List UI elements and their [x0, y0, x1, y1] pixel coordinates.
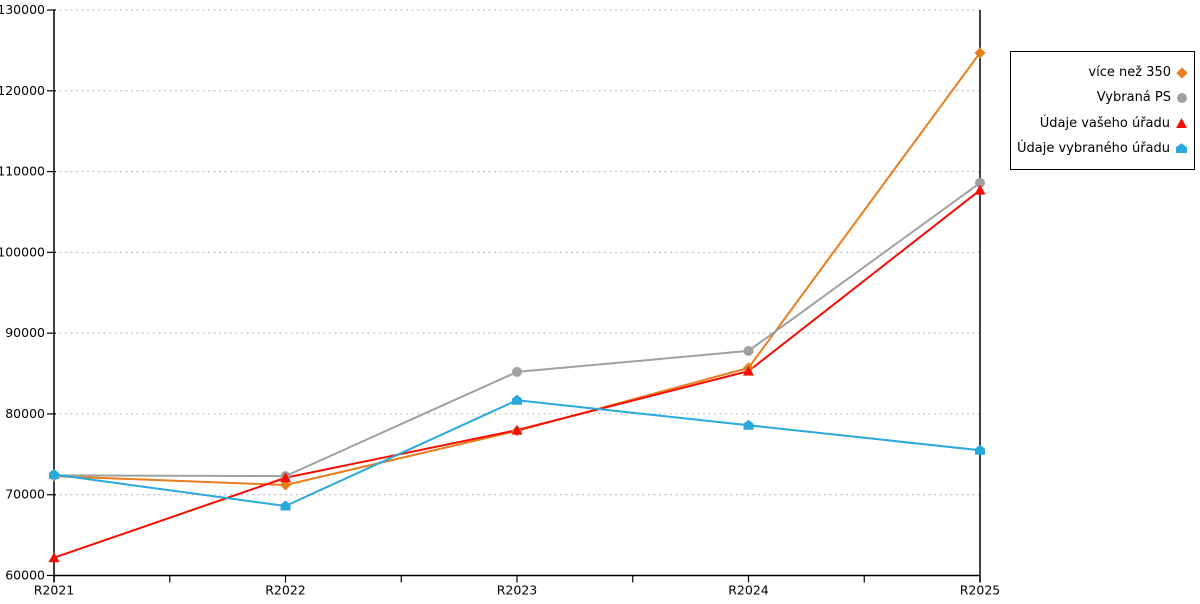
- legend-item-label: Údaje vašeho úřadu: [1039, 115, 1170, 131]
- y-tick-label: 120000: [0, 83, 45, 98]
- x-tick-label: R2023: [497, 583, 538, 598]
- diamond-marker-icon: [1176, 67, 1188, 79]
- legend-item-label: více než 350: [1088, 65, 1171, 81]
- data-point-marker-pentagon: [512, 394, 522, 405]
- legend-item-label: Vybraná PS: [1096, 90, 1171, 106]
- data-point-marker-pentagon: [743, 419, 754, 430]
- y-tick-label: 70000: [5, 487, 45, 502]
- triangle-marker-icon: [1176, 118, 1187, 129]
- y-tick-label: 80000: [5, 406, 45, 421]
- pentagon-marker-icon: [1176, 143, 1187, 154]
- y-tick-label: 90000: [5, 325, 45, 340]
- data-point-marker-triangle: [280, 472, 291, 483]
- series-line-diamond: [53, 52, 981, 487]
- chart-legend: více než 350 Vybraná PS Údaje vašeho úřa…: [1010, 51, 1195, 170]
- data-point-marker-pentagon: [49, 469, 59, 480]
- x-tick-label: R2025: [960, 583, 1001, 598]
- data-point-marker-pentagon: [975, 444, 985, 455]
- y-tick-label: 130000: [0, 2, 45, 17]
- data-point-marker-pentagon: [280, 500, 291, 511]
- data-point-marker-diamond: [974, 47, 986, 59]
- y-tick-label: 100000: [0, 244, 45, 259]
- data-point-marker-triangle: [974, 184, 986, 195]
- legend-item: Údaje vybraného úřadu: [1011, 142, 1194, 155]
- series-line-pentagon: [53, 399, 981, 508]
- data-point-marker-circle: [975, 177, 985, 188]
- legend-item: Údaje vašeho úřadu: [1011, 117, 1194, 130]
- y-tick-label: 60000: [5, 568, 45, 583]
- data-point-marker-circle: [743, 345, 754, 356]
- data-point-marker-triangle: [743, 365, 754, 376]
- x-tick-label: R2024: [728, 583, 769, 598]
- circle-marker-icon: [1177, 92, 1187, 103]
- y-tick-label: 110000: [0, 164, 45, 179]
- legend-item: více než 350: [1011, 66, 1194, 79]
- data-point-marker-triangle: [511, 424, 523, 435]
- data-point-marker-diamond: [280, 479, 291, 491]
- legend-item: Vybraná PS: [1011, 91, 1194, 104]
- data-point-marker-circle: [512, 366, 522, 377]
- x-tick-label: R2022: [265, 583, 306, 598]
- x-tick-label: R2021: [34, 583, 75, 598]
- legend-item-label: Údaje vybraného úřadu: [1016, 140, 1170, 156]
- data-point-marker-triangle: [48, 552, 60, 563]
